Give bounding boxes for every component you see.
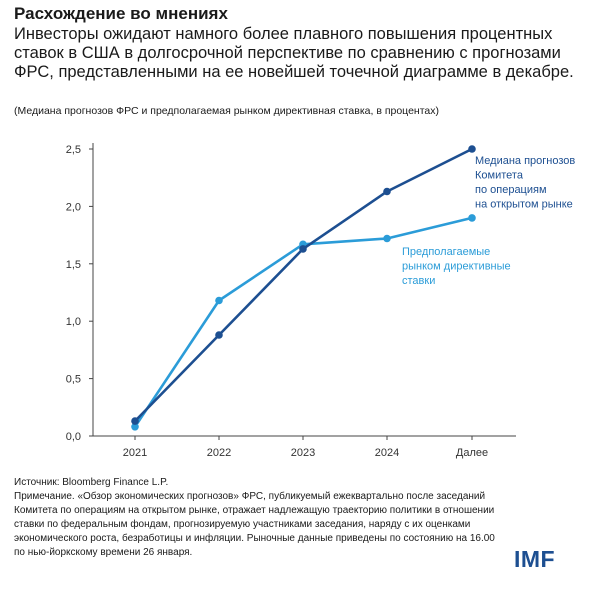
y-tick-label: 2,0	[66, 201, 81, 213]
series-label-line: на открытом рынке	[475, 199, 573, 211]
data-point	[468, 145, 476, 153]
series-label-line: Комитета	[475, 170, 524, 182]
x-tick-label: 2022	[207, 447, 231, 459]
source-note: Источник: Bloomberg Finance L.P.	[14, 477, 169, 488]
x-tick-label: 2021	[123, 447, 147, 459]
data-point	[299, 245, 307, 253]
x-tick-label: 2024	[375, 447, 399, 459]
chart-subtitle: Инвесторы ожидают намного более плавного…	[14, 25, 574, 81]
data-point	[131, 423, 139, 431]
series-label-1: Предполагаемые рынком директивные ставки	[402, 246, 511, 287]
series-label-line: Медиана прогнозов	[475, 155, 575, 167]
units-note: (Медиана прогнозов ФРС и предполагаемая …	[14, 105, 439, 117]
chart-title: Расхождение во мнениях	[14, 4, 228, 23]
footer: Источник: Bloomberg Finance L.P. Примеча…	[14, 476, 504, 560]
y-tick-label: 1,5	[66, 259, 81, 271]
series-label-line: по операциям	[475, 184, 547, 196]
x-tick-label: Далее	[456, 447, 488, 459]
y-tick-label: 0,5	[66, 374, 81, 386]
x-tick-label: 2023	[291, 447, 315, 459]
data-point	[131, 417, 139, 425]
data-point	[383, 187, 391, 196]
series-label-line: ставки	[402, 275, 435, 287]
series-label-0: Медиана прогнозов Комитета по операциям на …	[475, 155, 575, 211]
data-point	[383, 234, 391, 243]
data-point	[215, 331, 223, 339]
y-tick-label: 2,5	[66, 144, 81, 156]
y-tick-label: 0,0	[66, 431, 81, 443]
data-point	[468, 214, 476, 222]
series-label-line: Предполагаемые	[402, 246, 490, 258]
series-label-line: рынком директивные	[402, 261, 511, 273]
data-point	[215, 296, 223, 305]
footnote: Примечание. «Обзор экономических прогноз…	[14, 491, 495, 558]
y-tick-label: 1,0	[66, 316, 81, 328]
imf-logo: IMF	[514, 546, 556, 572]
line-chart: 0,0 0,5 1,0 1,5 2,0 2,5 2021 2022 2023 2024 Далее М…	[66, 143, 575, 459]
